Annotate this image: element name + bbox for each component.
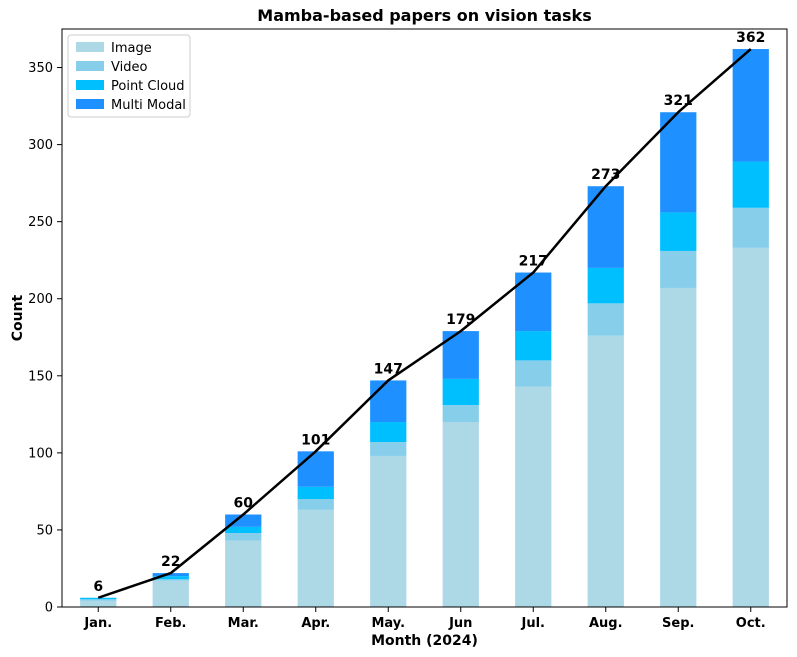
y-tick-label-50: 50: [36, 523, 53, 538]
total-label-9: 362: [736, 30, 765, 46]
bar-point-cloud-4: [370, 422, 407, 443]
bar-image-4: [370, 455, 407, 607]
trend-line: [97, 48, 752, 599]
bar-point-cloud-2: [225, 526, 262, 534]
bar-image-8: [660, 287, 697, 607]
x-tick-label-1: Feb.: [155, 616, 186, 631]
bar-video-3: [297, 499, 334, 510]
bar-multi-modal-2: [225, 514, 262, 527]
y-tick-label-350: 350: [28, 61, 53, 76]
y-tick-label-0: 0: [45, 601, 53, 616]
total-label-4: 147: [374, 361, 403, 377]
trend-line-group: [97, 48, 752, 599]
total-label-1: 22: [161, 554, 180, 570]
bar-video-7: [587, 303, 624, 336]
x-tick-label-8: Sep.: [662, 616, 694, 631]
bars-group: [80, 49, 769, 608]
y-tick-label-150: 150: [28, 369, 53, 384]
bar-video-1: [152, 579, 189, 581]
bar-video-5: [442, 405, 479, 423]
x-tick-label-0: Jan.: [83, 616, 112, 631]
bar-image-0: [80, 600, 117, 607]
x-tick-label-5: Jun: [448, 616, 472, 631]
bar-image-2: [225, 540, 262, 607]
bar-multi-modal-3: [297, 451, 334, 487]
total-label-5: 179: [446, 312, 475, 328]
legend-swatch-1: [76, 61, 104, 71]
bar-video-6: [515, 360, 552, 387]
y-axis-title: Count: [10, 294, 26, 341]
total-label-0: 6: [93, 579, 103, 595]
bar-video-9: [732, 207, 769, 248]
bar-point-cloud-7: [587, 267, 624, 304]
bar-video-0: [80, 599, 117, 601]
bar-multi-modal-8: [660, 112, 697, 213]
bar-image-5: [442, 422, 479, 607]
x-tick-label-4: May.: [371, 616, 405, 631]
legend-box: [67, 34, 191, 118]
total-label-3: 101: [301, 432, 330, 448]
legend-label-3: Multi Modal: [111, 98, 186, 113]
chart-title: Mamba-based papers on vision tasks: [257, 6, 591, 25]
bar-point-cloud-8: [660, 212, 697, 251]
bar-point-cloud-3: [297, 486, 334, 500]
x-tick-label-3: Apr.: [301, 616, 330, 631]
x-tick-label-7: Aug.: [589, 616, 623, 631]
total-label-8: 321: [664, 93, 693, 109]
bar-image-6: [515, 386, 552, 607]
bar-image-3: [297, 509, 334, 607]
y-tick-label-300: 300: [28, 138, 53, 153]
x-tick-label-6: Jul.: [521, 616, 546, 631]
bar-multi-modal-7: [587, 186, 624, 268]
total-label-7: 273: [591, 167, 620, 183]
legend-swatch-3: [76, 99, 104, 109]
legend-swatch-2: [76, 80, 104, 90]
x-axis-title: Month (2024): [371, 633, 478, 649]
bar-image-7: [587, 335, 624, 607]
total-label-6: 217: [519, 254, 548, 270]
y-tick-label-200: 200: [28, 292, 53, 307]
bar-multi-modal-1: [152, 573, 189, 577]
bar-image-1: [152, 580, 189, 607]
bar-point-cloud-0: [80, 597, 117, 600]
plot-frame: [61, 28, 788, 608]
y-tick-label-250: 250: [28, 215, 53, 230]
bar-video-2: [225, 533, 262, 541]
x-tick-label-2: Mar.: [228, 616, 259, 631]
bar-video-8: [660, 250, 697, 288]
legend-label-1: Video: [111, 60, 147, 75]
legend-label-2: Point Cloud: [111, 79, 185, 94]
total-label-2: 60: [234, 496, 254, 512]
bar-video-4: [370, 442, 407, 456]
legend: Image Video Point Cloud Multi Modal: [67, 34, 191, 118]
bar-multi-modal-9: [732, 49, 769, 162]
y-tick-label-100: 100: [28, 446, 53, 461]
x-tick-label-9: Oct.: [736, 616, 766, 631]
bar-point-cloud-5: [442, 378, 479, 406]
bar-image-9: [732, 247, 769, 608]
axes-group: 0 50 100 150 200 250 300 350 Jan. Feb. Mar. Apr. May…: [28, 28, 788, 631]
bar-multi-modal-4: [370, 380, 407, 423]
legend-swatch-0: [76, 42, 104, 52]
legend-label-0: Image: [111, 41, 152, 56]
bar-point-cloud-9: [732, 161, 769, 208]
bar-point-cloud-1: [152, 576, 189, 580]
total-labels-group: 6 22 60 101 147 179 217 273 321 362: [93, 30, 765, 595]
bar-point-cloud-6: [515, 331, 552, 361]
